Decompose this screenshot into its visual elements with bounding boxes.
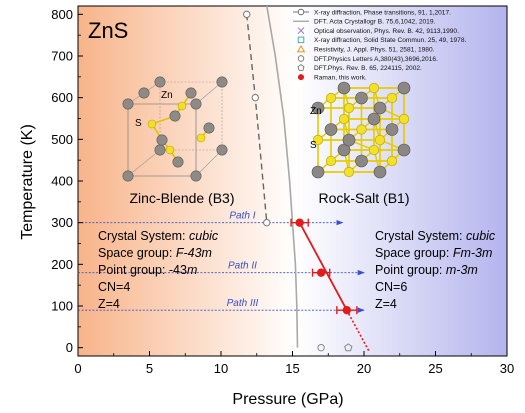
legend-item-3: Optical observation, Phys. Rev. B. 42, 9…: [297, 27, 459, 35]
legend-label: DFT.Physics Letters A,380(43),3696,2016.: [314, 56, 438, 63]
legend-item-7: DFT.Phys. Rev. B. 65, 224115, 2002.: [297, 64, 422, 72]
legend-label: DFT. Acta Crystallogr B. 75,6,1042, 2019…: [314, 19, 435, 26]
y-tick-label: 700: [51, 49, 73, 64]
x-tick-label: 15: [285, 361, 299, 376]
svg-text:Point group: -43m: Point group: -43m: [98, 263, 197, 277]
raman-point: [295, 218, 304, 227]
svg-text:Z=4: Z=4: [98, 297, 120, 311]
zinc-blende-cell: [122, 76, 228, 182]
atom-label-s-left: S: [135, 118, 142, 129]
y-tick-label: 300: [51, 215, 73, 230]
phase-background: [78, 6, 507, 356]
x-tick-label: 25: [428, 361, 442, 376]
y-tick-label: 600: [51, 90, 73, 105]
legend-label: Raman, this work.: [314, 74, 367, 81]
info-left: Crystal System: cubic Space group: F-43m…: [98, 229, 219, 311]
legend-label: X-ray diffraction, Phase transitions, 91…: [314, 9, 451, 16]
svg-text:Space group: Fm-3m: Space group: Fm-3m: [375, 246, 492, 260]
path-label-2: Path II: [228, 261, 257, 272]
zinc-blende-region: [78, 6, 297, 356]
x-tick-label: 0: [74, 361, 81, 376]
svg-text:Point group: m-3m: Point group: m-3m: [375, 263, 478, 277]
path-label-3: Path III: [227, 298, 259, 309]
atom-label-s-right: S: [310, 140, 317, 151]
y-tick-label: 400: [51, 174, 73, 189]
legend-item-1: X-ray diffraction, Phase transitions, 91…: [293, 8, 451, 16]
svg-text:CN=6: CN=6: [375, 280, 407, 294]
rock-salt-region: [296, 6, 507, 356]
raman-point: [316, 268, 326, 277]
svg-text:CN=4: CN=4: [98, 280, 130, 294]
data-series: [243, 5, 371, 353]
x-axis-title: Pressure (GPa): [232, 391, 343, 408]
raman-boundary-line: [298, 222, 348, 311]
xray-2017-point: [263, 218, 271, 227]
path-label-1: Path I: [229, 211, 255, 222]
legend-item-8: Raman, this work.: [298, 74, 367, 81]
info-right: Crystal System: cubic Space group: Fm-3m…: [375, 229, 496, 311]
y-tick-label: 0: [66, 340, 73, 355]
legend-label: Optical observation, Phys. Rev. B. 42, 9…: [314, 28, 459, 35]
legend-label: X-ray diffraction, Solid State Commun. 2…: [314, 37, 467, 44]
x-tick-label: 10: [214, 361, 228, 376]
legend-item-2: DFT. Acta Crystallogr B. 75,6,1042, 2019…: [293, 19, 435, 26]
dft-pla-point: [317, 343, 325, 352]
svg-text:Crystal System: cubic: Crystal System: cubic: [98, 229, 219, 243]
legend-label: DFT.Phys. Rev. B. 65, 224115, 2002.: [314, 65, 422, 72]
legend-item-5: Resistivity, J. Appl. Phys. 51, 2581, 19…: [296, 45, 435, 54]
rock-salt-cell: [311, 81, 411, 179]
dft-prb-point: [344, 343, 353, 352]
atom-label-zn-right: Zn: [310, 106, 322, 117]
crystal-structures: [122, 76, 411, 182]
y-axis-title: Temperature (K): [19, 124, 36, 240]
x-tick-label: 5: [146, 361, 153, 376]
dft-acta-line: [266, 5, 299, 348]
svg-text:Z=4: Z=4: [375, 297, 397, 311]
x-tick-label: 30: [500, 361, 514, 376]
legend-item-6: DFT.Physics Letters A,380(43),3696,2016.: [297, 55, 438, 63]
y-tick-label: 200: [51, 257, 73, 272]
legend-label: Resistivity, J. Appl. Phys. 51, 2581, 19…: [314, 47, 435, 54]
y-tick-label: 800: [51, 7, 73, 22]
svg-text:Space group: F-43m: Space group: F-43m: [98, 246, 212, 260]
xray-2017-point: [243, 10, 251, 19]
atom-label-zn-left: Zn: [161, 90, 173, 101]
legend: X-ray diffraction, Phase transitions, 91…: [293, 8, 467, 81]
svg-text:Crystal System: cubic: Crystal System: cubic: [375, 229, 496, 243]
phase-label-zinc-blende: Zinc-Blende (B3): [129, 190, 234, 206]
y-tick-label: 100: [51, 299, 73, 314]
x-tick-label: 20: [357, 361, 371, 376]
raman-point: [342, 305, 352, 315]
legend-item-4: X-ray diffraction, Solid State Commun. 2…: [297, 36, 467, 44]
xray-2017-point: [251, 93, 260, 102]
y-tick-label: 500: [51, 132, 73, 147]
chart-title: ZnS: [88, 18, 128, 43]
phase-label-rock-salt: Rock-Salt (B1): [318, 190, 409, 206]
